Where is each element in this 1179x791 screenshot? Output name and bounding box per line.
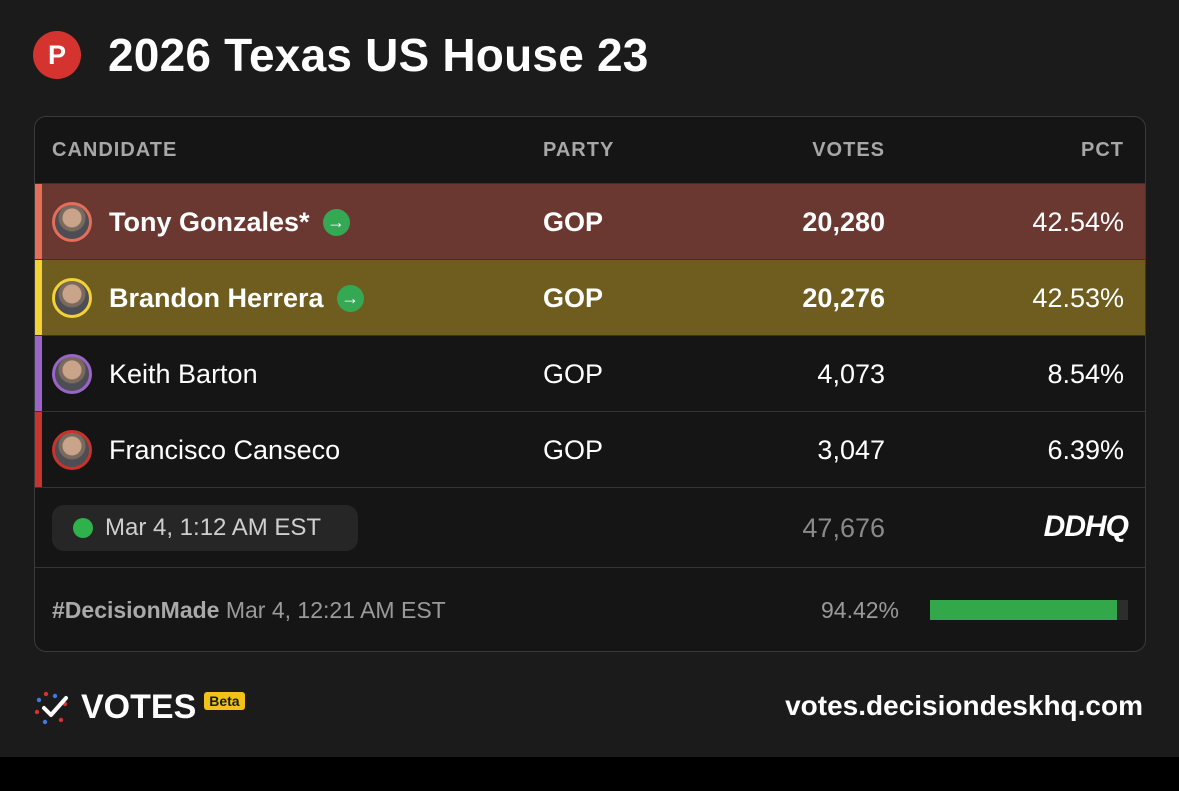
table-row[interactable]: Francisco Canseco GOP 3,047 6.39%: [35, 411, 1145, 487]
candidate-pct: 8.54%: [1047, 359, 1124, 389]
decision-note: #DecisionMade Mar 4, 12:21 AM EST: [52, 597, 446, 624]
bottom-bar: [0, 757, 1179, 791]
decision-time: Mar 4, 12:21 AM EST: [225, 597, 446, 623]
column-header-party: PARTY: [543, 139, 615, 161]
votes-logo-icon: [34, 691, 68, 724]
site-link[interactable]: votes.decisiondeskhq.com: [785, 690, 1143, 721]
table-row[interactable]: Tony Gonzales* → GOP 20,280 42.54%: [35, 183, 1145, 259]
candidate-pct: 42.53%: [1032, 283, 1124, 313]
candidate-party: GOP: [543, 359, 604, 389]
table-row[interactable]: Brandon Herrera → GOP 20,276 42.53%: [35, 259, 1145, 335]
candidate-name: Tony Gonzales* →: [109, 207, 350, 238]
candidate-name: Brandon Herrera →: [109, 283, 364, 314]
column-header-candidate: CANDIDATE: [52, 139, 178, 161]
candidate-pct: 42.54%: [1032, 207, 1124, 237]
reporting-progress-bar: [930, 600, 1128, 620]
candidate-party: GOP: [543, 207, 604, 237]
live-status-icon: [73, 518, 93, 538]
avatar: [52, 202, 92, 242]
column-header-pct: PCT: [1081, 139, 1124, 161]
candidate-votes: 20,276: [802, 283, 885, 313]
avatar: [52, 430, 92, 470]
party-stripe: [35, 336, 42, 411]
party-stripe: [35, 184, 42, 259]
totals-row: Mar 4, 1:12 AM EST 47,676 DDHQ: [35, 487, 1145, 567]
table-header: CANDIDATE PARTY VOTES PCT: [35, 117, 1145, 183]
candidate-pct: 6.39%: [1047, 435, 1124, 465]
avatar: [52, 278, 92, 318]
candidate-name: Keith Barton: [109, 359, 258, 389]
party-stripe: [35, 412, 42, 487]
header: P 2026 Texas US House 23: [33, 28, 649, 82]
results-table: CANDIDATE PARTY VOTES PCT Tony Gonzales*…: [34, 116, 1146, 652]
table-row[interactable]: Keith Barton GOP 4,073 8.54%: [35, 335, 1145, 411]
page-title: 2026 Texas US House 23: [108, 29, 649, 81]
brand: VOTES Beta: [33, 688, 245, 727]
beta-badge: Beta: [204, 691, 245, 710]
reporting-pct: 94.42%: [821, 597, 900, 623]
avatar: [52, 354, 92, 394]
decision-tag: #DecisionMade: [52, 597, 220, 623]
column-header-votes: VOTES: [812, 139, 885, 161]
last-updated-time: Mar 4, 1:12 AM EST: [105, 514, 322, 541]
arrow-right-icon: →: [336, 285, 364, 312]
party-badge: P: [33, 31, 81, 79]
party-stripe: [35, 260, 42, 335]
total-votes: 47,676: [802, 513, 885, 543]
arrow-right-icon: →: [322, 209, 350, 236]
candidate-votes: 3,047: [817, 435, 885, 465]
ddhq-logo: DDHQ: [1043, 510, 1129, 543]
decision-row: #DecisionMade Mar 4, 12:21 AM EST 94.42%: [35, 567, 1145, 651]
last-updated-pill: Mar 4, 1:12 AM EST: [52, 505, 358, 551]
election-results-panel: P 2026 Texas US House 23 CANDIDATE PARTY…: [0, 0, 1179, 757]
candidate-votes: 4,073: [817, 359, 885, 389]
brand-name: VOTES: [81, 688, 197, 726]
candidate-party: GOP: [543, 283, 604, 313]
candidate-votes: 20,280: [802, 207, 885, 237]
candidate-name: Francisco Canseco: [109, 435, 341, 465]
candidate-party: GOP: [543, 435, 604, 465]
reporting-progress-fill: [930, 600, 1117, 620]
